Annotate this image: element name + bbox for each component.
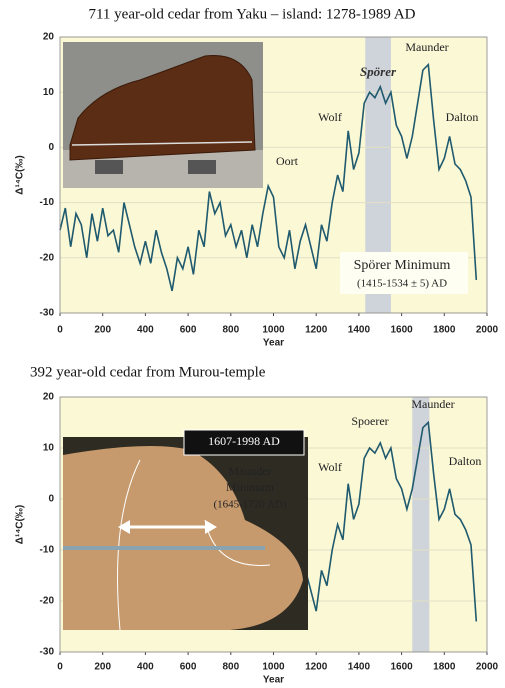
stand: [95, 160, 123, 174]
x-tick-label: 0: [57, 325, 63, 336]
x-tick-label: 600: [180, 325, 197, 336]
y-tick-label: 10: [43, 443, 55, 454]
x-tick-label: 1800: [433, 325, 456, 336]
x-tick-label: 1400: [348, 325, 371, 336]
annotation: Maunder: [411, 397, 454, 411]
x-tick-label: 1000: [262, 662, 285, 673]
x-tick-label: 400: [137, 325, 154, 336]
annotation: Oort: [276, 154, 299, 168]
x-tick-label: 400: [137, 662, 154, 673]
x-tick-label: 1200: [305, 662, 328, 673]
x-tick-label: 2000: [476, 662, 499, 673]
x-tick-label: 1600: [390, 662, 413, 673]
wood-slab: [69, 55, 256, 161]
annotation: 1607-1998 AD: [208, 434, 280, 448]
chart-yaku: 711 year-old cedar from Yaku – island: 1…: [15, 6, 499, 348]
annotation: Dalton: [449, 454, 482, 468]
annotation: Maunder: [405, 40, 448, 54]
chart-murou: 392 year-old cedar from Murou-temple -30 -…: [15, 364, 499, 685]
label-box: [183, 429, 305, 456]
y-tick-label: 0: [48, 494, 54, 505]
annotation: (1415-1534 ± 5) AD: [357, 278, 447, 290]
y-axis-label: Δ¹⁴C(‰): [15, 505, 26, 544]
x-tick-label: 1200: [305, 325, 328, 336]
annotation: Wolf: [318, 460, 342, 474]
plot-border: [59, 396, 488, 653]
x-tick-label: 1600: [390, 325, 413, 336]
x-tick-label: 800: [222, 662, 239, 673]
annotation: Spörer: [360, 64, 397, 79]
plot-border: [59, 36, 488, 314]
data-line: [59, 62, 478, 292]
annotation: Minimum: [226, 480, 275, 494]
y-axis-label: Δ¹⁴C(‰): [15, 155, 26, 194]
y-tick-label: -10: [40, 197, 55, 208]
y-tick-label: 10: [43, 87, 55, 98]
y-tick-label: -20: [40, 252, 55, 263]
annotation: Wolf: [318, 110, 342, 124]
x-axis-label: Year: [263, 338, 284, 349]
ring: [117, 459, 141, 631]
annotation: (1645-1720 AD): [213, 499, 286, 511]
y-tick-label: -20: [40, 596, 55, 607]
annotation: Spoerer: [351, 414, 388, 428]
caption-box: [340, 252, 468, 294]
y-tick-label: 0: [48, 142, 54, 153]
annotation: Spörer Minimum: [354, 258, 451, 273]
annotation: Dalton: [446, 110, 479, 124]
x-axis-label: Year: [263, 675, 284, 686]
y-tick-label: 20: [43, 32, 55, 43]
stand: [188, 160, 216, 174]
x-tick-label: 1000: [262, 325, 285, 336]
wood-line: [71, 141, 253, 146]
x-tick-label: 600: [180, 662, 197, 673]
annotation: Maunder: [228, 464, 271, 478]
y-tick-label: -30: [40, 308, 55, 319]
x-tick-label: 2000: [476, 325, 499, 336]
x-tick-label: 200: [94, 662, 111, 673]
chart-title: 711 year-old cedar from Yaku – island: 1…: [88, 6, 415, 22]
x-tick-label: 200: [94, 325, 111, 336]
chart-title: 392 year-old cedar from Murou-temple: [30, 364, 266, 380]
y-tick-label: 20: [43, 392, 55, 403]
x-tick-label: 1800: [433, 662, 456, 673]
arrow-head: [118, 520, 130, 534]
y-tick-label: -10: [40, 545, 55, 556]
y-tick-label: -30: [40, 647, 55, 658]
arrow-head: [205, 520, 217, 534]
x-tick-label: 800: [222, 325, 239, 336]
wood-slice: [63, 446, 303, 630]
x-tick-label: 0: [57, 662, 63, 673]
x-tick-label: 1400: [348, 662, 371, 673]
data-line: [299, 420, 478, 622]
